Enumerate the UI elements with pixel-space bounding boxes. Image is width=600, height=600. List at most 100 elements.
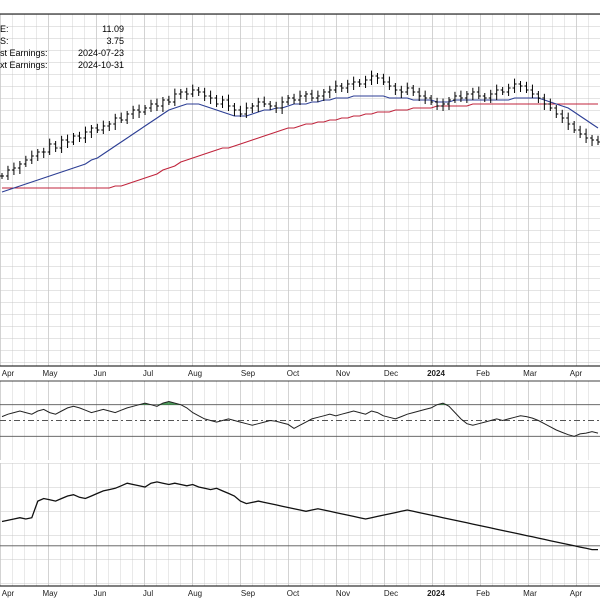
- price-bar: [280, 96, 285, 114]
- pe-label: E:: [0, 24, 9, 34]
- price-bar: [554, 105, 559, 118]
- price-bar: [452, 91, 457, 103]
- price-bar: [458, 90, 463, 102]
- price-bar: [405, 82, 410, 95]
- x-tick-label: Feb: [476, 589, 490, 598]
- price-bar: [0, 173, 4, 179]
- relative-strength-path: [1, 481, 598, 551]
- price-bar: [530, 84, 535, 98]
- price-bar: [512, 78, 517, 93]
- price-bar: [411, 85, 416, 96]
- price-bar: [375, 73, 380, 84]
- rs-grid: [0, 463, 600, 587]
- price-bar: [351, 76, 356, 90]
- price-bar: [83, 126, 88, 143]
- rsi-path: [1, 400, 599, 437]
- price-bar: [11, 162, 16, 175]
- price-bar: [244, 102, 249, 118]
- price-bar: [202, 87, 207, 101]
- x-tick-label: Nov: [336, 369, 350, 378]
- price-bar: [256, 97, 261, 112]
- x-tick-label: Sep: [241, 589, 256, 598]
- price-bar: [333, 80, 338, 93]
- price-bar: [303, 91, 308, 102]
- price-bar: [500, 87, 505, 95]
- price-bar: [77, 131, 82, 142]
- price-bar: [35, 149, 40, 161]
- price-bar: [17, 161, 22, 174]
- price-bar: [154, 98, 159, 111]
- price-bar: [441, 98, 446, 111]
- price-bar: [166, 95, 171, 105]
- price-bar: [268, 101, 273, 110]
- price-bar: [357, 79, 362, 87]
- price-bar: [470, 87, 475, 100]
- eps-value: 3.75: [106, 36, 124, 46]
- price-bar: [435, 97, 440, 110]
- price-bar: [578, 125, 583, 138]
- price-bar: [184, 87, 189, 100]
- price-bar: [363, 75, 368, 88]
- price-bar: [369, 70, 374, 85]
- price-bar: [542, 93, 547, 110]
- x-tick-label: Apr: [570, 589, 583, 598]
- sma-200-path: [2, 103, 598, 189]
- price-bar: [447, 97, 451, 110]
- price-bar: [548, 98, 553, 111]
- x-tick-label: Feb: [476, 369, 490, 378]
- x-tick-label: Oct: [287, 369, 300, 378]
- x-tick-label: Aug: [188, 589, 202, 598]
- rsi-grid: [0, 380, 600, 460]
- price-bar: [226, 94, 231, 111]
- x-tick-label: Jul: [143, 369, 153, 378]
- x-tick-label: Dec: [384, 369, 398, 378]
- price-bar: [131, 105, 136, 119]
- price-bar: [250, 103, 255, 113]
- sma-200-line: [2, 103, 598, 189]
- price-bar: [232, 103, 237, 116]
- price-bar: [89, 125, 94, 138]
- price-bar: [149, 99, 153, 112]
- price-bar: [220, 95, 225, 108]
- rsi-line: [1, 400, 599, 437]
- x-tick-label: Mar: [523, 589, 537, 598]
- price-bar: [274, 101, 279, 113]
- price-bar: [53, 141, 58, 152]
- price-bar: [494, 84, 499, 100]
- price-bars: [0, 70, 600, 180]
- x-tick-label: Dec: [384, 589, 398, 598]
- price-bar: [327, 85, 332, 98]
- rs-x-axis: Apr May Jun Jul Aug Sep Oct Nov Dec 2024 Feb Mar Apr: [2, 589, 583, 598]
- price-bar: [321, 89, 326, 101]
- x-tick-label: Jun: [94, 589, 107, 598]
- price-bar: [286, 95, 291, 105]
- price-bar: [315, 90, 320, 102]
- price-bar: [399, 85, 404, 98]
- x-tick-label: May: [42, 369, 57, 378]
- x-tick-label: Nov: [336, 589, 350, 598]
- price-bar: [137, 104, 142, 118]
- price-bar: [429, 95, 434, 105]
- price-bar: [160, 97, 165, 112]
- price-bar: [506, 83, 511, 96]
- price-bar: [393, 83, 398, 95]
- x-tick-label: Oct: [287, 589, 300, 598]
- price-bar: [125, 111, 130, 124]
- price-bar: [596, 135, 600, 145]
- x-tick-label: Apr: [2, 369, 15, 378]
- price-bar: [590, 135, 595, 146]
- price-bar: [95, 123, 100, 133]
- price-bar: [119, 112, 124, 123]
- last-earnings-value: 2024-07-23: [78, 48, 125, 58]
- price-bar: [214, 95, 219, 107]
- next-earnings-value: 2024-10-31: [78, 60, 125, 70]
- price-bar: [584, 128, 589, 143]
- last-earnings-label: st Earnings:: [0, 48, 48, 58]
- price-bar: [417, 87, 422, 101]
- price-bar: [423, 90, 428, 104]
- price-bar: [345, 79, 350, 93]
- price-bar: [113, 113, 118, 130]
- price-bar: [71, 133, 76, 145]
- price-bar: [238, 105, 243, 117]
